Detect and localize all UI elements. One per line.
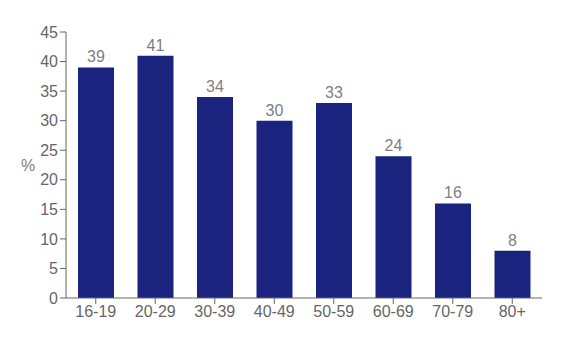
svg-text:34: 34 [206,78,224,95]
svg-text:10: 10 [40,231,58,248]
svg-text:24: 24 [385,137,403,154]
svg-text:50-59: 50-59 [313,303,354,320]
svg-text:5: 5 [49,260,58,277]
svg-text:41: 41 [147,37,165,54]
svg-text:15: 15 [40,201,58,218]
svg-text:40-49: 40-49 [254,303,295,320]
svg-text:39: 39 [87,48,105,65]
svg-text:35: 35 [40,83,58,100]
svg-text:80+: 80+ [499,303,526,320]
svg-text:30-39: 30-39 [194,303,235,320]
svg-text:16: 16 [444,184,462,201]
svg-text:20-29: 20-29 [135,303,176,320]
svg-text:70-79: 70-79 [432,303,473,320]
svg-text:16-19: 16-19 [75,303,116,320]
svg-text:30: 30 [266,102,284,119]
svg-text:40: 40 [40,53,58,70]
svg-text:30: 30 [40,112,58,129]
svg-text:%: % [21,157,35,174]
svg-text:33: 33 [325,84,343,101]
svg-text:0: 0 [49,290,58,307]
svg-text:8: 8 [508,232,517,249]
svg-text:60-69: 60-69 [373,303,414,320]
svg-text:45: 45 [40,24,58,41]
svg-text:25: 25 [40,142,58,159]
svg-text:20: 20 [40,171,58,188]
